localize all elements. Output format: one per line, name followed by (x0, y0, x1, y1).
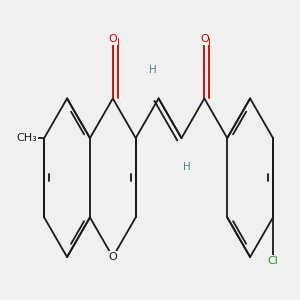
Text: H: H (183, 162, 191, 172)
Text: H: H (149, 64, 157, 75)
Text: O: O (108, 252, 117, 262)
Text: CH₃: CH₃ (16, 133, 38, 143)
Text: O: O (108, 34, 117, 44)
Text: O: O (200, 34, 209, 44)
Text: Cl: Cl (268, 256, 278, 266)
